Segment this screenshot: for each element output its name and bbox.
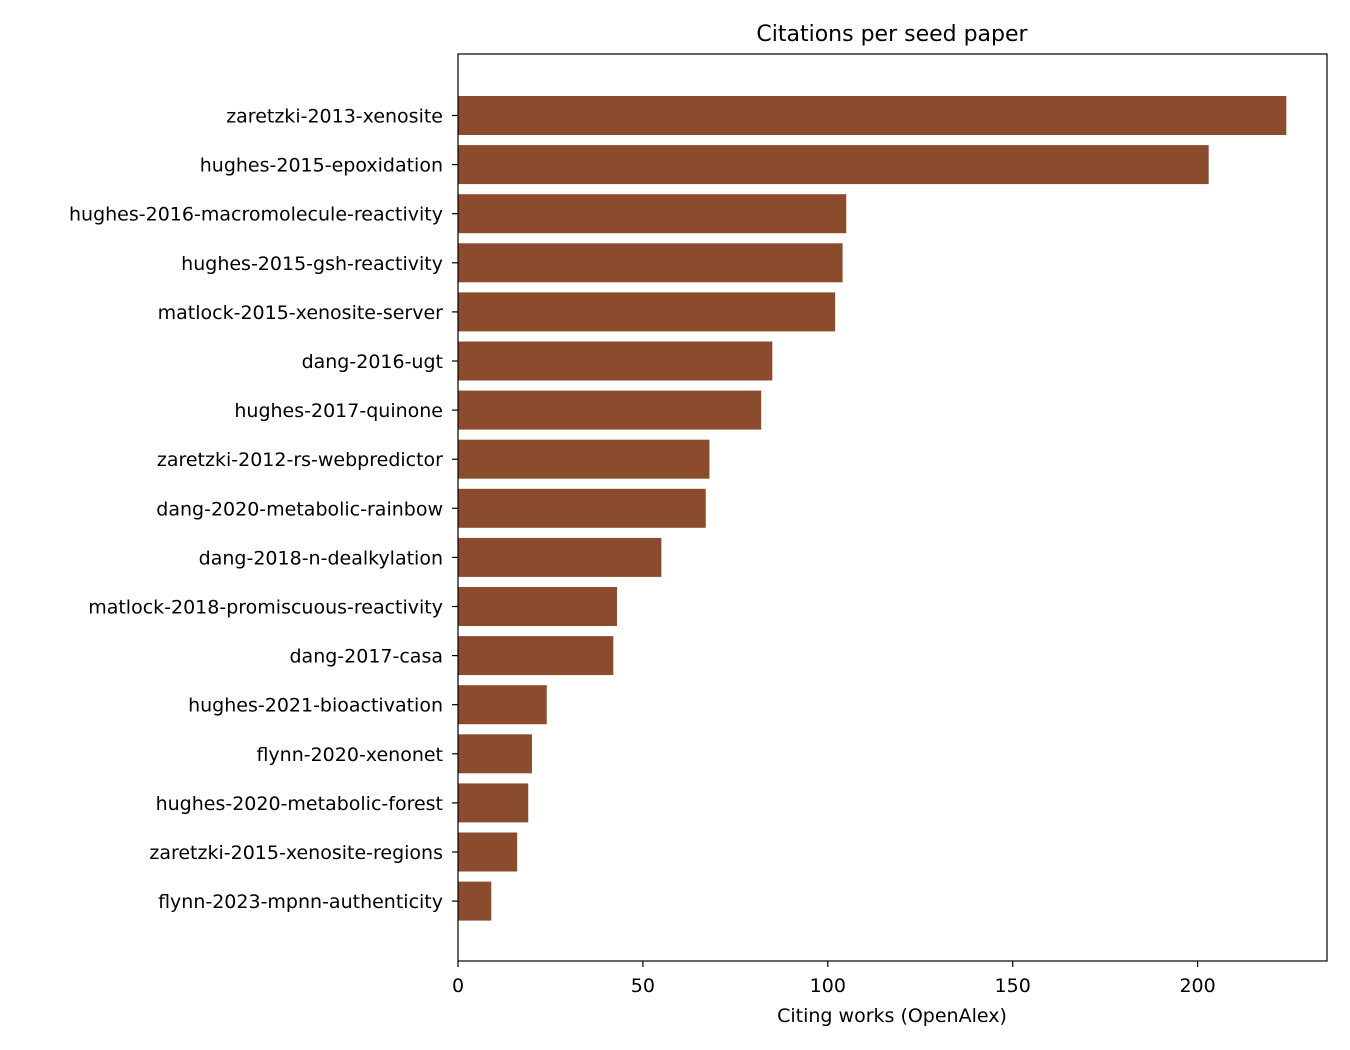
bar-matlock-2015-xenosite-server (458, 292, 836, 332)
x-tick-label: 0 (452, 975, 464, 997)
bar-hughes-2015-gsh-reactivity (458, 243, 843, 283)
bar-hughes-2016-macromolecule-reactivity (458, 194, 847, 234)
y-tick-label: dang-2018-n-dealkylation (199, 547, 443, 569)
y-tick-label: dang-2016-ugt (302, 351, 443, 373)
x-axis-ticks: 0 50 100 150 200 (452, 961, 1216, 997)
bar-hughes-2020-metabolic-forest (458, 783, 529, 823)
chart-title: Citations per seed paper (756, 22, 1028, 47)
y-tick-label: zaretzki-2013-xenosite (226, 106, 443, 128)
y-tick-label: matlock-2018-promiscuous-reactivity (88, 597, 443, 619)
y-tick-label: matlock-2015-xenosite-server (158, 302, 444, 324)
plot-frame (457, 53, 1328, 962)
bar-dang-2020-metabolic-rainbow (458, 488, 706, 528)
y-tick-label: dang-2017-casa (289, 646, 443, 668)
y-tick-label: hughes-2021-bioactivation (188, 695, 443, 717)
bar-flynn-2020-xenonet (458, 734, 532, 774)
bars-group (458, 96, 1287, 921)
y-tick-label: hughes-2020-metabolic-forest (156, 793, 443, 815)
y-tick-label: hughes-2015-epoxidation (200, 155, 443, 177)
y-tick-label: hughes-2017-quinone (234, 400, 443, 422)
bar-zaretzki-2012-rs-webpredictor (458, 439, 710, 479)
y-tick-label: zaretzki-2012-rs-webpredictor (157, 449, 443, 471)
y-tick-label: zaretzki-2015-xenosite-regions (149, 842, 443, 864)
category-labels: zaretzki-2013-xenosite hughes-2015-epoxid… (69, 106, 458, 913)
bar-hughes-2015-epoxidation (458, 145, 1209, 185)
y-tick-label: dang-2020-metabolic-rainbow (156, 498, 443, 520)
x-tick-label: 50 (631, 975, 655, 997)
y-tick-label: hughes-2016-macromolecule-reactivity (69, 204, 443, 226)
bar-dang-2017-casa (458, 636, 614, 676)
bar-dang-2016-ugt (458, 341, 773, 381)
bar-matlock-2018-promiscuous-reactivity (458, 587, 618, 626)
x-tick-label: 150 (995, 975, 1031, 997)
bar-zaretzki-2015-xenosite-regions (458, 832, 518, 872)
x-tick-label: 100 (810, 975, 846, 997)
y-tick-label: hughes-2015-gsh-reactivity (181, 253, 443, 275)
bar-dang-2018-n-dealkylation (458, 537, 662, 577)
y-tick-label: flynn-2023-mpnn-authenticity (158, 891, 443, 913)
x-axis-label: Citing works (OpenAlex) (777, 1005, 1007, 1027)
bar-zaretzki-2013-xenosite (458, 96, 1287, 135)
bar-flynn-2023-mpnn-authenticity (458, 881, 492, 921)
bar-hughes-2021-bioactivation (458, 685, 547, 725)
bar-hughes-2017-quinone (458, 390, 762, 430)
x-tick-label: 200 (1179, 975, 1215, 997)
y-tick-label: flynn-2020-xenonet (256, 744, 443, 766)
